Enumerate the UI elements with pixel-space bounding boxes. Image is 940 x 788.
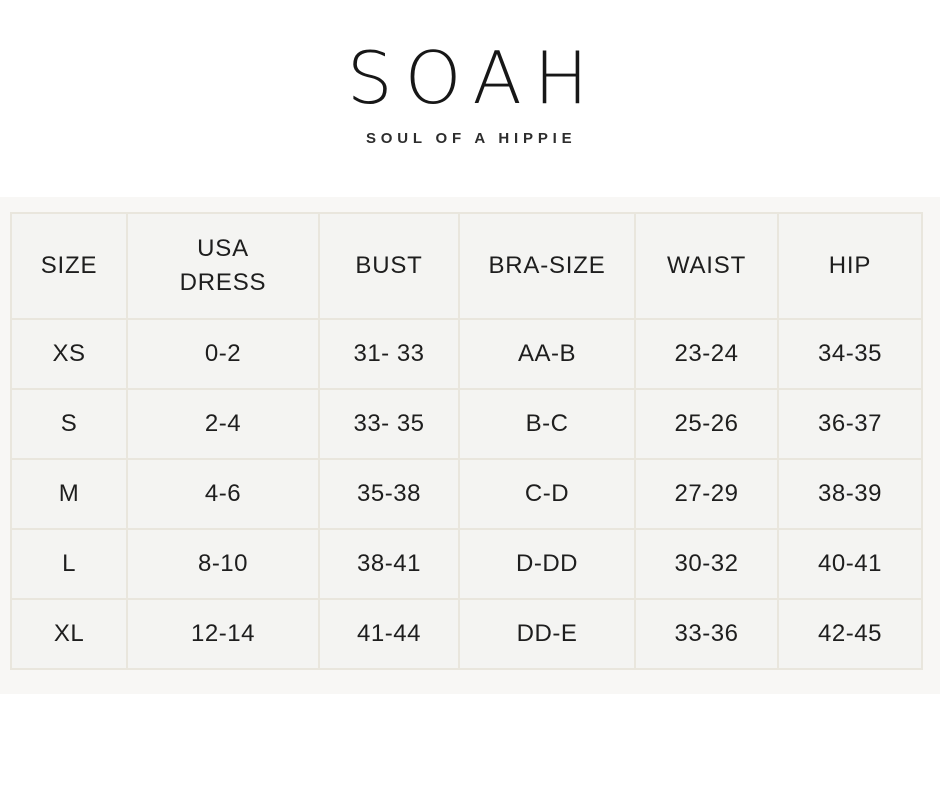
cell-l-bra-size: D-DD [458,528,636,601]
brand-header: SOAH SOUL OF A HIPPIE [0,0,940,148]
cell-xl-usa-dress: 12-14 [126,598,320,671]
cell-xs-size: XS [10,318,128,391]
cell-l-usa-dress: 8-10 [126,528,320,601]
cell-l-hip: 40-41 [777,528,923,601]
cell-xl-bust: 41-44 [318,598,460,671]
cell-xs-waist: 23-24 [634,318,779,391]
cell-l-size: L [10,528,128,601]
cell-xl-hip: 42-45 [777,598,923,671]
cell-s-bra-size: B-C [458,388,636,461]
cell-m-waist: 27-29 [634,458,779,531]
cell-l-waist: 30-32 [634,528,779,601]
header-cell-hip: HIP [777,212,923,321]
table-header: SIZE USA DRESS BUST BRA-SIZE WAIST HIP [10,212,923,321]
header-cell-waist: WAIST [634,212,779,321]
table-row-m: M 4-6 35-38 C-D 27-29 38-39 [10,458,923,531]
cell-m-usa-dress: 4-6 [126,458,320,531]
header-cell-size: SIZE [10,212,128,321]
brand-logo: SOAH [346,36,601,120]
header-cell-bust: BUST [318,212,460,321]
brand-tagline: SOUL OF A HIPPIE [365,130,577,148]
cell-xl-bra-size: DD-E [458,598,636,671]
cell-m-hip: 38-39 [777,458,923,531]
size-guide-page: SOAH SOUL OF A HIPPIE SIZE USA DRESS BUST B… [0,0,940,695]
table-body: XS 0-2 31- 33 AA-B 23-24 34-35 S 2-4 33- 35 B-C 25… [10,318,923,671]
cell-xl-size: XL [10,598,128,671]
cell-m-size: M [10,458,128,531]
cell-m-bra-size: C-D [458,458,636,531]
cell-xs-bra-size: AA-B [458,318,636,391]
table-row-l: L 8-10 38-41 D-DD 30-32 40-41 [10,528,923,601]
table-row-xl: XL 12-14 41-44 DD-E 33-36 42-45 [10,598,923,671]
cell-s-usa-dress: 2-4 [126,388,320,461]
cell-s-bust: 33- 35 [318,388,460,461]
header-cell-usa-dress: USA DRESS [126,212,320,321]
cell-s-waist: 25-26 [634,388,779,461]
size-chart-section: SIZE USA DRESS BUST BRA-SIZE WAIST HIP XS 0-2 3… [0,197,940,695]
header-cell-bra-size: BRA-SIZE [458,212,636,321]
cell-xs-bust: 31- 33 [318,318,460,391]
cell-s-size: S [10,388,128,461]
cell-xl-waist: 33-36 [634,598,779,671]
cell-l-bust: 38-41 [318,528,460,601]
cell-m-bust: 35-38 [318,458,460,531]
table-row-s: S 2-4 33- 35 B-C 25-26 36-37 [10,388,923,461]
table-row-xs: XS 0-2 31- 33 AA-B 23-24 34-35 [10,318,923,391]
cell-s-hip: 36-37 [777,388,923,461]
size-chart-table: SIZE USA DRESS BUST BRA-SIZE WAIST HIP XS 0-2 3… [10,212,923,671]
table-header-row: SIZE USA DRESS BUST BRA-SIZE WAIST HIP [10,212,923,321]
cell-xs-hip: 34-35 [777,318,923,391]
cell-xs-usa-dress: 0-2 [126,318,320,391]
